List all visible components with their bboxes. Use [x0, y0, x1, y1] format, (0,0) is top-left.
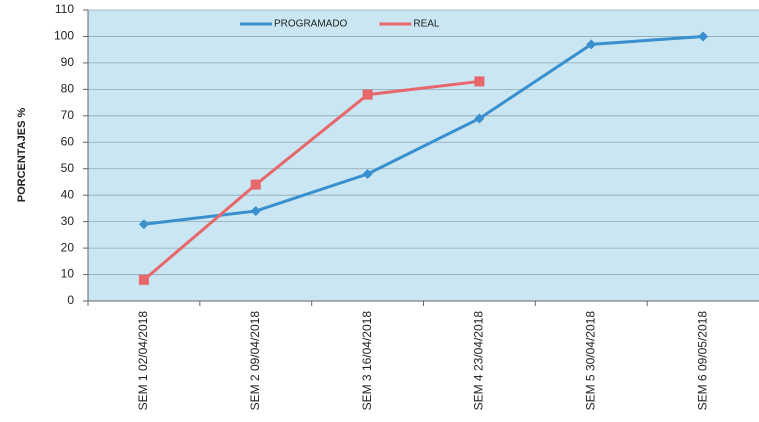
y-tick-label: 50 — [61, 161, 75, 175]
series-line — [143, 34, 704, 226]
y-tick-label: 60 — [61, 134, 75, 148]
legend-label: PROGRAMADO — [274, 19, 348, 30]
point — [586, 39, 597, 50]
legend-label: REAL — [413, 19, 440, 30]
point — [474, 113, 485, 124]
x-tick-label: SEM 3 16/04/2018 — [360, 311, 374, 411]
point — [362, 89, 373, 100]
point — [138, 274, 149, 285]
point — [138, 219, 149, 230]
point — [474, 76, 485, 87]
x-tick-label: SEM 1 02/04/2018 — [136, 311, 150, 411]
point — [250, 179, 261, 190]
point — [362, 169, 373, 180]
x-tick-label: SEM 6 09/05/2018 — [695, 311, 709, 411]
y-tick-label: 90 — [61, 55, 75, 69]
plot-area — [88, 10, 759, 301]
y-tick-label: 40 — [61, 187, 75, 201]
y-tick-label: 0 — [67, 293, 74, 307]
series-line — [142, 79, 480, 281]
x-tick-label: SEM 2 09/04/2018 — [248, 311, 262, 411]
x-tick-label: SEM 4 23/04/2018 — [472, 311, 486, 411]
y-tick-label: 20 — [61, 240, 75, 254]
y-tick-label: 10 — [61, 267, 75, 281]
x-tick-label: SEM 5 30/04/2018 — [583, 311, 597, 411]
y-tick-label: 110 — [55, 2, 74, 16]
point — [250, 206, 261, 217]
point — [698, 31, 709, 42]
y-tick-label: 80 — [61, 82, 75, 96]
y-tick-label: 70 — [61, 108, 75, 122]
y-tick-label: 100 — [54, 29, 74, 43]
y-tick-label: 30 — [61, 214, 75, 228]
y-axis-title: PORCENTAJES % — [16, 108, 28, 203]
